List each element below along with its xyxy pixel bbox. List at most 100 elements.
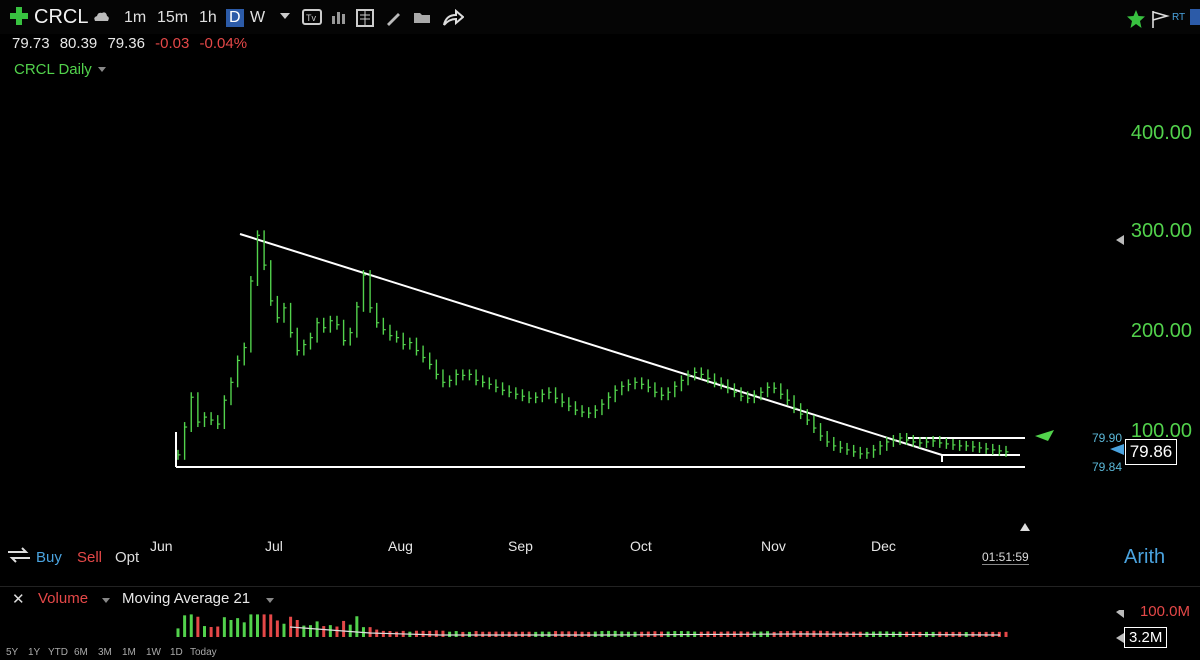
volume-bar	[229, 620, 233, 637]
scale-toggle[interactable]: Arith	[1124, 546, 1166, 568]
y-tick-100: 100.00	[1130, 420, 1192, 442]
add-symbol-icon[interactable]	[10, 7, 28, 25]
side-panel-icon[interactable]	[1190, 9, 1200, 25]
x-tick-aug: Aug	[388, 538, 413, 554]
volume-bar	[196, 616, 200, 637]
folder-icon[interactable]	[412, 9, 430, 25]
volume-bar	[322, 626, 326, 637]
volume-bar	[507, 631, 511, 637]
volume-chart[interactable]	[0, 610, 1200, 660]
volume-bar	[328, 625, 332, 637]
title-dropdown-icon[interactable]	[96, 64, 108, 74]
volume-bar	[176, 628, 180, 637]
quote-change: -0.03	[155, 35, 190, 52]
timeframe-w[interactable]: W	[250, 9, 266, 26]
volume-bar	[428, 630, 432, 637]
timeframe-d[interactable]: D	[226, 9, 244, 27]
range-5y[interactable]: 5Y	[6, 647, 19, 658]
share-icon[interactable]	[442, 8, 465, 26]
post-level-label: 79.84	[1092, 460, 1123, 474]
star-icon[interactable]	[1126, 9, 1145, 28]
volume-pane-header: ✕ Volume Moving Average 21	[0, 586, 1200, 611]
range-1d[interactable]: 1D	[170, 647, 183, 658]
volume-bar	[282, 623, 286, 637]
chart-title[interactable]: CRCL Daily	[14, 61, 108, 78]
volume-bar	[434, 630, 438, 637]
volume-bar	[547, 631, 551, 637]
volume-bar	[554, 631, 558, 637]
volume-bar	[527, 631, 531, 637]
range-6m[interactable]: 6M	[74, 647, 88, 658]
volume-bar	[501, 631, 505, 637]
timeframe-1m[interactable]: 1m	[124, 9, 147, 26]
toolbar: CRCL 1m 15m 1h D W Tv RT	[0, 0, 1200, 34]
volume-last-marker-icon	[1116, 633, 1124, 643]
volume-bar	[255, 614, 259, 637]
scroll-up-icon[interactable]	[1020, 523, 1030, 531]
range-1y[interactable]: 1Y	[28, 647, 41, 658]
flag-icon[interactable]	[1150, 9, 1170, 28]
volume-bar	[474, 631, 478, 637]
volume-moving-average	[289, 626, 1001, 636]
volume-bar	[580, 631, 584, 637]
x-tick-dec: Dec	[871, 538, 896, 554]
quote-bar: 79.73 80.39 79.36 -0.03 -0.04%	[12, 35, 253, 52]
volume-bar	[560, 631, 564, 637]
quote-open: 79.73	[12, 35, 50, 52]
volume-bar	[441, 630, 445, 637]
y-tick-200: 200.00	[1130, 320, 1192, 342]
x-tick-nov: Nov	[761, 538, 786, 554]
price-marker-icon	[1110, 444, 1124, 455]
range-ytd[interactable]: YTD	[48, 647, 68, 658]
volume-bar	[262, 614, 266, 637]
study-dropdown-icon[interactable]	[264, 595, 276, 605]
volume-bar	[481, 631, 485, 637]
x-tick-jun: Jun	[150, 538, 173, 554]
volume-bar	[269, 614, 273, 637]
quote-low: 79.36	[107, 35, 145, 52]
range-today[interactable]: Today	[190, 647, 217, 658]
dropdown-icon[interactable]	[278, 9, 296, 25]
volume-bar	[242, 622, 246, 637]
realtime-label: RT	[1172, 12, 1186, 23]
volume-bars	[176, 614, 1008, 637]
cloud-icon[interactable]	[92, 9, 110, 25]
volume-bar	[607, 630, 611, 637]
pencil-icon[interactable]	[384, 9, 402, 26]
range-1m[interactable]: 1M	[122, 647, 136, 658]
volume-bar	[540, 631, 544, 637]
range-3m[interactable]: 3M	[98, 647, 112, 658]
calculator-icon[interactable]	[356, 9, 374, 27]
volume-label[interactable]: Volume	[38, 590, 89, 607]
volume-bar	[494, 631, 498, 637]
volume-dropdown-icon[interactable]	[100, 595, 112, 605]
sell-button[interactable]: Sell	[77, 549, 103, 566]
range-1w[interactable]: 1W	[146, 647, 161, 658]
price-arrow-icon	[1035, 430, 1054, 441]
tv-icon[interactable]: Tv	[302, 9, 322, 25]
trendline-descending[interactable]	[239, 233, 943, 456]
options-button[interactable]: Opt	[115, 549, 140, 566]
close-pane-icon[interactable]: ✕	[12, 591, 25, 608]
volume-bar	[275, 620, 279, 637]
volume-bar	[335, 626, 339, 637]
symbol-label[interactable]: CRCL	[34, 6, 89, 28]
volume-bar	[355, 616, 359, 637]
chart-bars-icon[interactable]	[330, 9, 348, 25]
timeframe-15m[interactable]: 15m	[157, 9, 189, 26]
swap-arrows-icon[interactable]	[6, 546, 32, 563]
volume-bar	[249, 614, 253, 637]
bar-countdown-timer: 01:51:59	[982, 550, 1029, 565]
volume-bar	[567, 631, 571, 637]
volume-bar	[236, 618, 240, 637]
volume-last-label: 3.2M	[1124, 627, 1168, 648]
volume-bar	[573, 631, 577, 637]
volume-bar	[593, 631, 597, 637]
volume-bar	[1004, 631, 1008, 637]
buy-button[interactable]: Buy	[36, 549, 62, 566]
volume-bar	[308, 625, 312, 637]
quote-change-pct: -0.04%	[199, 35, 248, 52]
timeframe-1h[interactable]: 1h	[199, 9, 217, 26]
moving-average-label[interactable]: Moving Average 21	[122, 590, 251, 607]
price-chart[interactable]	[0, 0, 1200, 540]
